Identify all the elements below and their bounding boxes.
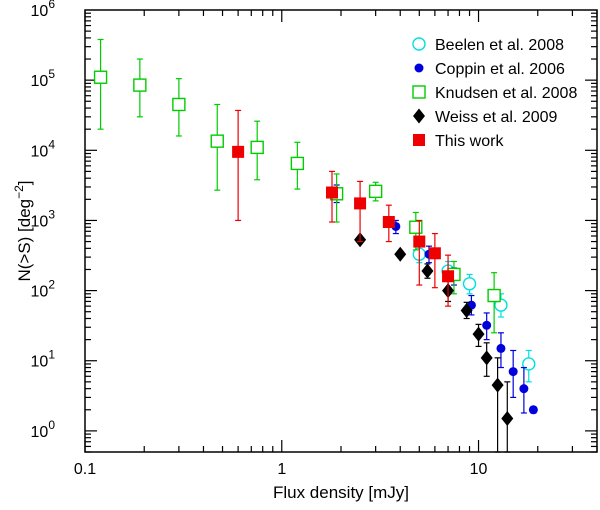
x-tick-label: 1	[277, 461, 286, 478]
data-point	[354, 197, 367, 210]
data-point	[409, 220, 423, 234]
y-tick-label-exponent: 5	[48, 67, 55, 81]
series-knudsen-et-al-2008	[93, 38, 501, 334]
series-weiss-et-al-2009	[354, 232, 514, 453]
y-tick-label-exponent: 2	[48, 278, 55, 292]
y-tick-label: 101	[31, 348, 56, 371]
data-point	[413, 235, 426, 248]
data-point	[133, 78, 147, 92]
data-point	[382, 216, 395, 229]
legend-marker	[412, 85, 426, 99]
data-point	[325, 186, 338, 199]
y-tick-label-exponent: 3	[48, 207, 55, 221]
data-point	[522, 357, 536, 371]
legend-label: Knudsen et al. 2008	[435, 85, 577, 102]
data-point	[508, 367, 518, 377]
legend-label: Coppin et al. 2006	[435, 61, 565, 78]
legend-marker	[412, 37, 426, 51]
data-point	[442, 270, 455, 283]
data-point	[250, 140, 264, 155]
legend-label: Beelen et al. 2008	[435, 37, 564, 54]
data-point	[528, 405, 538, 415]
x-axis-label: Flux density [mJy]	[273, 483, 409, 502]
y-tick-label: 106	[31, 0, 56, 20]
y-tick-label-exponent: 4	[48, 137, 55, 151]
data-point	[480, 350, 493, 366]
y-tick-label-base: 10	[31, 213, 49, 230]
data-point	[210, 134, 224, 148]
y-tick-label-base: 10	[31, 354, 49, 371]
legend-label: Weiss et al. 2009	[435, 109, 558, 126]
y-tick-label: 102	[31, 278, 56, 301]
x-tick-label: 10	[470, 461, 488, 478]
y-tick-label-exponent: 6	[48, 0, 55, 11]
data-point	[482, 320, 492, 330]
y-axis-label-base: N(>S) [deg	[15, 199, 34, 282]
y-axis-label-close: ]	[15, 180, 34, 185]
y-tick-label: 103	[31, 207, 56, 230]
y-tick-label-base: 10	[31, 424, 49, 441]
data-point	[472, 326, 485, 342]
data-point	[394, 246, 407, 262]
data-point	[496, 343, 506, 353]
legend-marker	[413, 108, 425, 124]
y-tick-label-base: 10	[31, 143, 49, 160]
series-coppin-et-al-2006	[332, 184, 538, 415]
series-this-work	[232, 109, 455, 307]
series-beelen-et-al-2008	[412, 245, 536, 383]
y-axis-label: N(>S) [deg−2]	[12, 180, 34, 281]
y-tick-label-exponent: 0	[48, 418, 55, 432]
y-tick-label-base: 10	[31, 284, 49, 301]
data-point	[428, 247, 441, 260]
y-tick-label-exponent: 1	[48, 348, 55, 362]
legend: Beelen et al. 2008 Coppin et al. 2006 Knud…	[412, 37, 577, 150]
y-tick-label-base: 10	[31, 73, 49, 90]
data-point	[519, 384, 529, 394]
data-point	[232, 145, 245, 158]
y-tick-label: 100	[31, 418, 56, 441]
data-point	[491, 377, 504, 393]
data-series	[93, 38, 538, 453]
legend-label: This work	[435, 133, 504, 150]
data-point	[487, 288, 501, 303]
data-point	[460, 303, 473, 319]
data-point	[290, 156, 305, 171]
data-point	[368, 184, 383, 199]
x-tick-label: 0.1	[74, 461, 96, 478]
data-point	[421, 263, 434, 279]
y-tick-label: 105	[31, 67, 56, 90]
data-point	[462, 277, 477, 291]
legend-marker	[413, 134, 425, 146]
data-point	[172, 97, 186, 112]
data-point	[93, 70, 108, 84]
y-tick-label-base: 10	[31, 3, 49, 20]
data-point	[501, 411, 514, 427]
y-axis-label-exponent: −2	[12, 185, 26, 199]
legend-marker	[414, 63, 424, 73]
y-tick-label: 104	[31, 137, 56, 160]
